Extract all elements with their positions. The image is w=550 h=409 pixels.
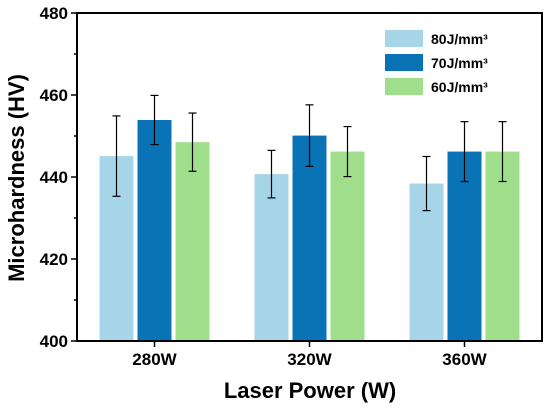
y-axis-title: Microhardness (HV) — [4, 74, 29, 282]
bar — [137, 120, 172, 341]
x-tick-label: 320W — [287, 350, 332, 369]
y-tick-label: 480 — [40, 4, 68, 23]
legend-swatch — [385, 54, 423, 71]
bar — [175, 142, 210, 341]
legend-swatch — [385, 30, 423, 47]
plot-area: 280W 320W 360W 400 420 440 460 480 — [40, 4, 543, 369]
bar — [292, 135, 327, 341]
legend-label: 80J/mm³ — [431, 31, 488, 47]
bar — [447, 151, 482, 341]
x-axis-title: Laser Power (W) — [224, 378, 396, 403]
bar — [254, 174, 289, 341]
x-tick-label: 360W — [442, 350, 487, 369]
bar — [330, 151, 365, 341]
y-tick-label: 400 — [40, 332, 68, 351]
legend-label: 60J/mm³ — [431, 79, 488, 95]
y-tick-label: 460 — [40, 86, 68, 105]
y-tick-label: 420 — [40, 250, 68, 269]
legend-label: 70J/mm³ — [431, 55, 488, 71]
legend-swatch — [385, 78, 423, 95]
x-tick-label: 280W — [132, 350, 177, 369]
legend: 80J/mm³ 70J/mm³ 60J/mm³ — [385, 30, 488, 95]
bar — [485, 151, 520, 341]
y-tick-label: 440 — [40, 168, 68, 187]
plot-frame — [76, 12, 543, 342]
